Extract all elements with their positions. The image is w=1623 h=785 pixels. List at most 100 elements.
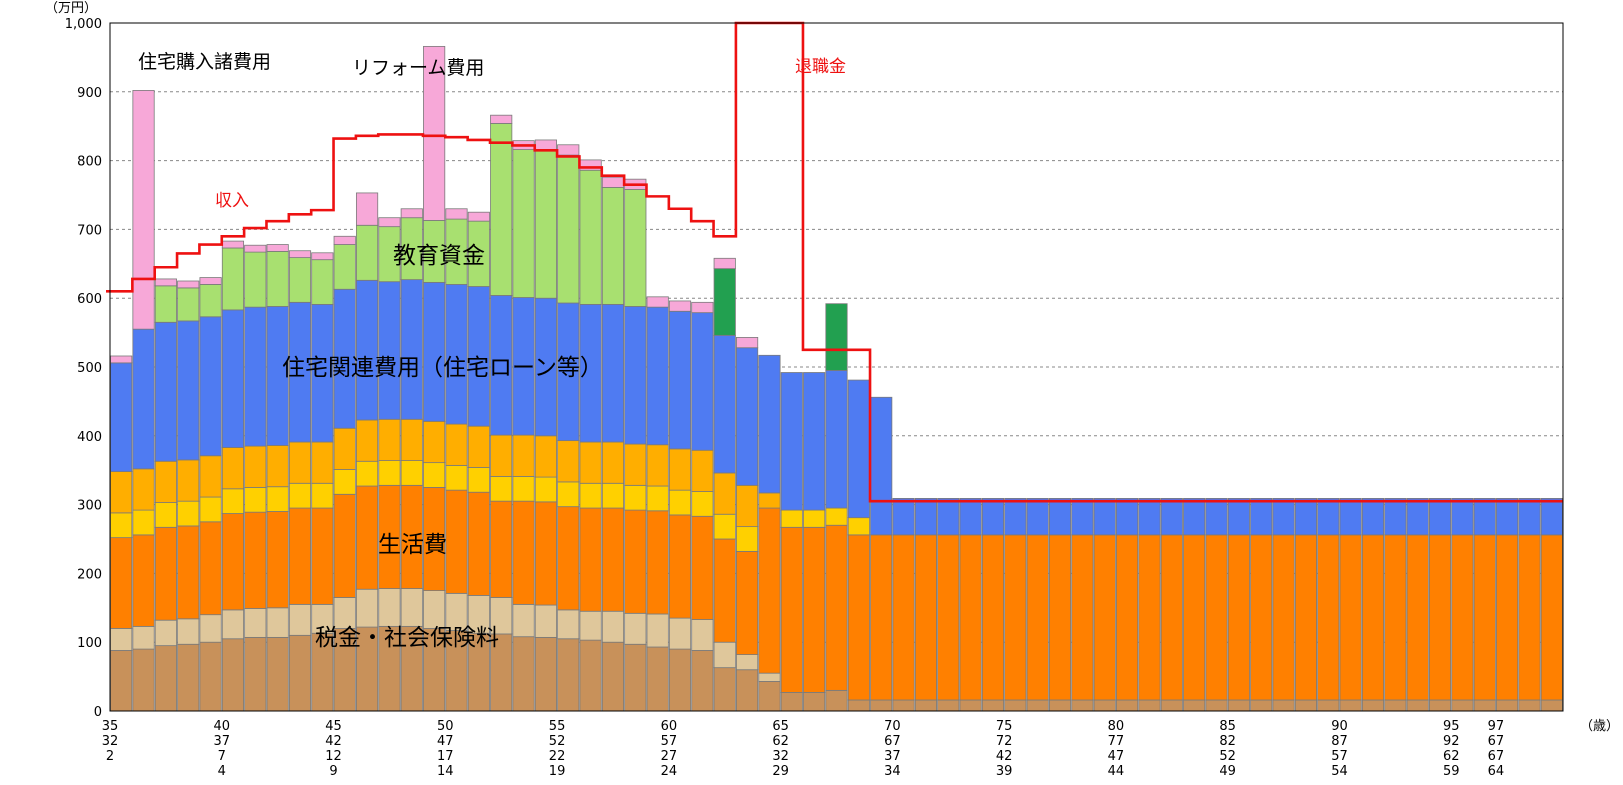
- bar-segment-housing_old: [1384, 498, 1407, 536]
- bar-segment-tax: [266, 636, 289, 712]
- bar-segment-living: [221, 513, 245, 611]
- bar-segment-living: [646, 510, 669, 615]
- x-tick-label: 32: [102, 734, 119, 749]
- bar-segment-tax2: [154, 619, 177, 647]
- bar-segment-housing: [736, 347, 759, 486]
- bar-segment-housing_old: [1227, 498, 1250, 536]
- bar-segment-tax2: [534, 604, 557, 638]
- bar-segment-living: [713, 538, 736, 643]
- bar-segment-education: [199, 284, 222, 318]
- bar-segment-housing_old: [1093, 498, 1116, 536]
- bar-segment-education: [154, 285, 177, 323]
- bar-segment-housing_old: [1250, 498, 1273, 536]
- bar-segment-housing_old: [1004, 498, 1027, 536]
- bar-segment-tax2: [601, 610, 625, 643]
- bar-segment-tax2: [557, 609, 580, 640]
- bar-segment-living2: [355, 460, 379, 487]
- bar-segment-education: [244, 251, 267, 308]
- bar-segment-tax: [758, 681, 781, 712]
- y-tick-label: 700: [77, 223, 102, 238]
- x-tick-label: 77: [1108, 734, 1125, 749]
- bar-segment-tax: [1518, 699, 1541, 712]
- bar-segment-tax: [1071, 699, 1094, 712]
- bar-segment-tax: [825, 689, 848, 712]
- bar-segment-tax: [691, 650, 714, 712]
- x-tick-label: 47: [437, 734, 454, 749]
- bar-segment-living3: [378, 418, 401, 461]
- x-tick-label: 55: [549, 719, 566, 734]
- bar-segment-tax2: [110, 628, 133, 651]
- bar-segment-other: [132, 90, 155, 330]
- bar-segment-tax: [221, 638, 245, 712]
- bar-segment-housing: [668, 310, 692, 450]
- bar-segment-tax: [780, 692, 803, 712]
- bar-segment-education: [512, 149, 535, 298]
- bar-segment-tax: [1093, 699, 1116, 712]
- x-tick-label: 37: [884, 749, 901, 764]
- bar-segment-housing: [378, 281, 401, 420]
- bar-segment-living: [579, 507, 602, 612]
- bar-segment-living: [445, 489, 468, 594]
- y-tick-label: 800: [77, 155, 102, 170]
- bar-segment-housing: [847, 379, 870, 519]
- bar-segment-education: [333, 244, 356, 290]
- y-tick-label: 100: [77, 636, 102, 651]
- bar-segment-housing_old: [1138, 498, 1161, 536]
- y-tick-label: 200: [77, 567, 102, 582]
- x-tick-label: 67: [1488, 734, 1505, 749]
- annotation-income: 収入: [215, 191, 249, 211]
- x-tick-label: 4: [218, 764, 226, 779]
- bar-segment-other: [378, 217, 401, 228]
- bar-segment-tax2: [132, 625, 155, 650]
- bar-segment-living2: [266, 486, 289, 512]
- x-tick-label: 37: [213, 734, 230, 749]
- bar-segment-living2: [825, 507, 848, 526]
- bar-segment-living3: [333, 427, 356, 470]
- bar-segment-tax2: [221, 609, 245, 640]
- bar-segment-tax2: [758, 672, 781, 682]
- bar-segment-tax2: [713, 641, 736, 669]
- x-tick-label: 67: [1488, 749, 1505, 764]
- bar-segment-living3: [221, 447, 245, 490]
- x-tick-label: 57: [661, 734, 678, 749]
- bar-segment-tax: [1428, 699, 1452, 712]
- bar-segment-living2: [199, 496, 222, 523]
- bar-segment-tax: [736, 669, 759, 712]
- bar-segment-car: [825, 303, 848, 371]
- bar-segment-tax: [870, 699, 893, 712]
- bar-segment-education: [266, 251, 289, 307]
- annotation-living: 生活費: [378, 532, 447, 558]
- bar-segment-living3: [668, 448, 692, 491]
- bar-segment-tax: [1473, 699, 1496, 712]
- bar-segment-education: [557, 154, 580, 304]
- bar-segment-living: [1205, 534, 1228, 701]
- bar-segment-housing: [646, 306, 669, 446]
- bar-segment-living3: [288, 441, 312, 484]
- bar-segment-tax: [1004, 699, 1027, 712]
- bar-segment-living3: [244, 445, 267, 488]
- bar-segment-tax: [199, 641, 222, 712]
- bar-segment-living: [534, 501, 557, 606]
- bar-segment-living: [1428, 534, 1452, 701]
- bar-segment-housing_old: [1339, 498, 1362, 536]
- x-tick-label: 47: [1108, 749, 1125, 764]
- bar-segment-tax: [668, 648, 692, 712]
- bar-segment-other: [355, 192, 379, 226]
- x-tick-label: 19: [549, 764, 566, 779]
- x-tick-label: 7: [218, 749, 226, 764]
- annotation-retirement: 退職金: [795, 57, 846, 77]
- bar-segment-tax2: [288, 603, 312, 636]
- y-tick-label: 300: [77, 499, 102, 514]
- bar-segment-living: [870, 534, 893, 701]
- bar-segment-living: [981, 534, 1005, 701]
- bar-segment-housing: [244, 306, 267, 447]
- bar-segment-living: [668, 514, 692, 619]
- x-tick-label: 32: [772, 749, 789, 764]
- bar-segment-living: [288, 507, 312, 605]
- bar-segment-tax: [803, 692, 826, 712]
- bar-segment-tax: [1451, 699, 1474, 712]
- x-tick-label: 67: [884, 734, 901, 749]
- bar-segment-tax: [601, 641, 625, 712]
